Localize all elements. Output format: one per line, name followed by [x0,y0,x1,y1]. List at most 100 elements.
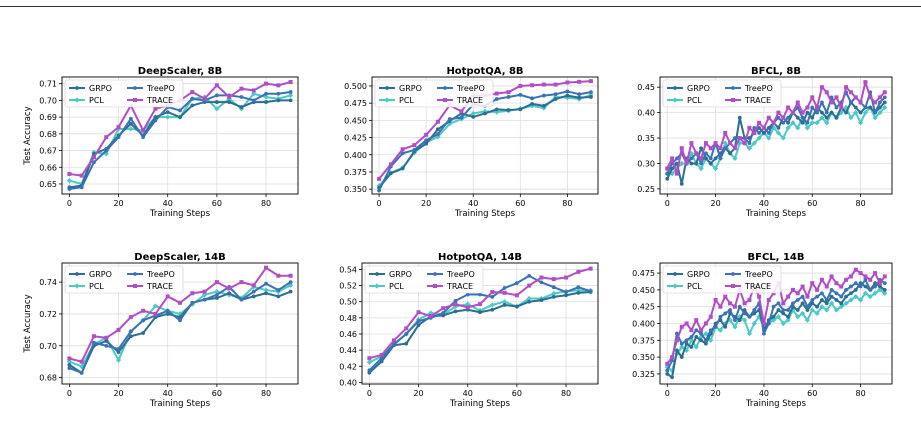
data-point-treepo [288,280,293,285]
data-point-grpo [453,309,458,314]
data-point-grpo [436,127,440,132]
data-point-trace [882,90,887,95]
data-point-treepo [704,151,708,156]
data-point-treepo [815,294,819,299]
data-point-treepo [527,274,532,278]
legend-item-grpo: GRPO [667,270,710,279]
data-point-grpo [689,345,694,349]
legend-marker [672,97,678,103]
data-point-pcl [809,120,815,126]
data-point-trace [757,120,762,125]
data-point-treepo [412,148,417,152]
legend-label: TreePO [146,270,175,279]
data-point-trace [576,269,581,274]
legend-item-pcl: PCL [369,282,404,291]
x-tick-label: 60 [515,199,525,208]
series-grpo [665,100,887,186]
data-point-treepo [791,301,795,306]
data-point-grpo [824,115,829,120]
data-point-treepo [752,308,757,312]
data-point-trace [541,82,546,87]
data-point-trace [844,85,849,90]
legend-marker [731,98,735,102]
data-point-treepo [447,117,452,121]
data-point-treepo [276,91,281,96]
y-tick-label: 0.71 [39,80,57,89]
data-point-trace [227,286,232,291]
data-point-treepo [675,331,679,336]
data-point-treepo [367,368,372,373]
data-point-treepo [849,100,853,105]
chart-deepscaler-14b: DeepScaler, 14B 0 20 40 60 80 0.68 0.70 0.72 0.74… [23,252,299,409]
data-point-trace [435,119,440,124]
data-point-treepo [781,308,786,312]
data-point-treepo [478,292,482,297]
legend-item-pcl: PCL [667,96,702,105]
data-point-trace [67,356,72,361]
x-tick-label: 80 [561,389,571,398]
data-point-trace [848,274,853,279]
chart-title: BFCL, 8B [751,66,801,77]
data-point-pcl [780,135,786,141]
data-point-trace [713,297,718,302]
data-point-treepo [564,290,568,294]
legend-marker [133,86,137,90]
data-point-grpo [805,308,810,312]
x-axis-label: Training Steps [149,399,211,409]
data-point-pcl [857,297,864,303]
data-point-trace [800,110,805,115]
data-point-treepo [141,318,146,323]
data-point-treepo [436,132,440,137]
data-point-grpo [824,301,829,306]
legend-box [64,79,184,108]
data-point-treepo [514,281,519,286]
legend-label: GRPO [399,84,422,93]
data-point-grpo [576,290,581,295]
legend-marker [374,283,380,289]
data-point-treepo [805,304,810,309]
legend-item-treepo: TreePO [427,270,475,279]
legend-item-treepo: TreePO [725,270,773,279]
x-axis: 0 20 40 60 80 [67,77,271,208]
data-point-treepo [704,338,708,343]
data-point-grpo [665,176,670,181]
data-point-trace [128,315,133,320]
data-point-trace [116,125,121,130]
y-tick-label: 0.425 [344,134,367,143]
data-point-treepo [128,329,133,334]
data-point-trace [416,310,421,315]
data-point-trace [141,308,146,313]
series-trace [665,80,887,176]
data-point-grpo [388,171,393,176]
y-tick-label: 0.325 [632,370,655,379]
data-point-grpo [665,372,670,376]
data-point-grpo [815,304,819,309]
data-point-treepo [820,100,824,105]
legend: GRPO TreePO PCL TRACE [64,265,184,294]
data-point-trace [781,115,786,120]
data-point-grpo [67,362,72,367]
y-tick-label: 0.450 [344,116,367,125]
data-point-grpo [800,120,805,125]
data-point-trace [868,277,873,282]
legend-label: GRPO [89,84,112,93]
legend-item-pcl: PCL [667,282,702,291]
data-point-grpo [518,107,523,112]
data-point-treepo [251,98,256,103]
legend: GRPO TreePO PCL TRACE [374,79,494,108]
data-point-grpo [264,100,268,104]
x-tick-label: 40 [759,199,769,208]
data-point-trace [824,90,829,95]
data-point-trace [178,300,182,305]
data-point-pcl [575,287,581,294]
data-point-trace [805,294,810,299]
series-line-pcl [69,284,292,368]
data-point-trace [708,314,713,319]
data-point-trace [853,267,858,272]
y-tick-label: 0.40 [339,378,357,387]
legend-label: PCL [89,282,104,291]
data-point-trace [834,281,839,286]
data-point-trace [459,109,464,114]
data-point-trace [539,275,544,280]
data-point-grpo [699,338,703,343]
